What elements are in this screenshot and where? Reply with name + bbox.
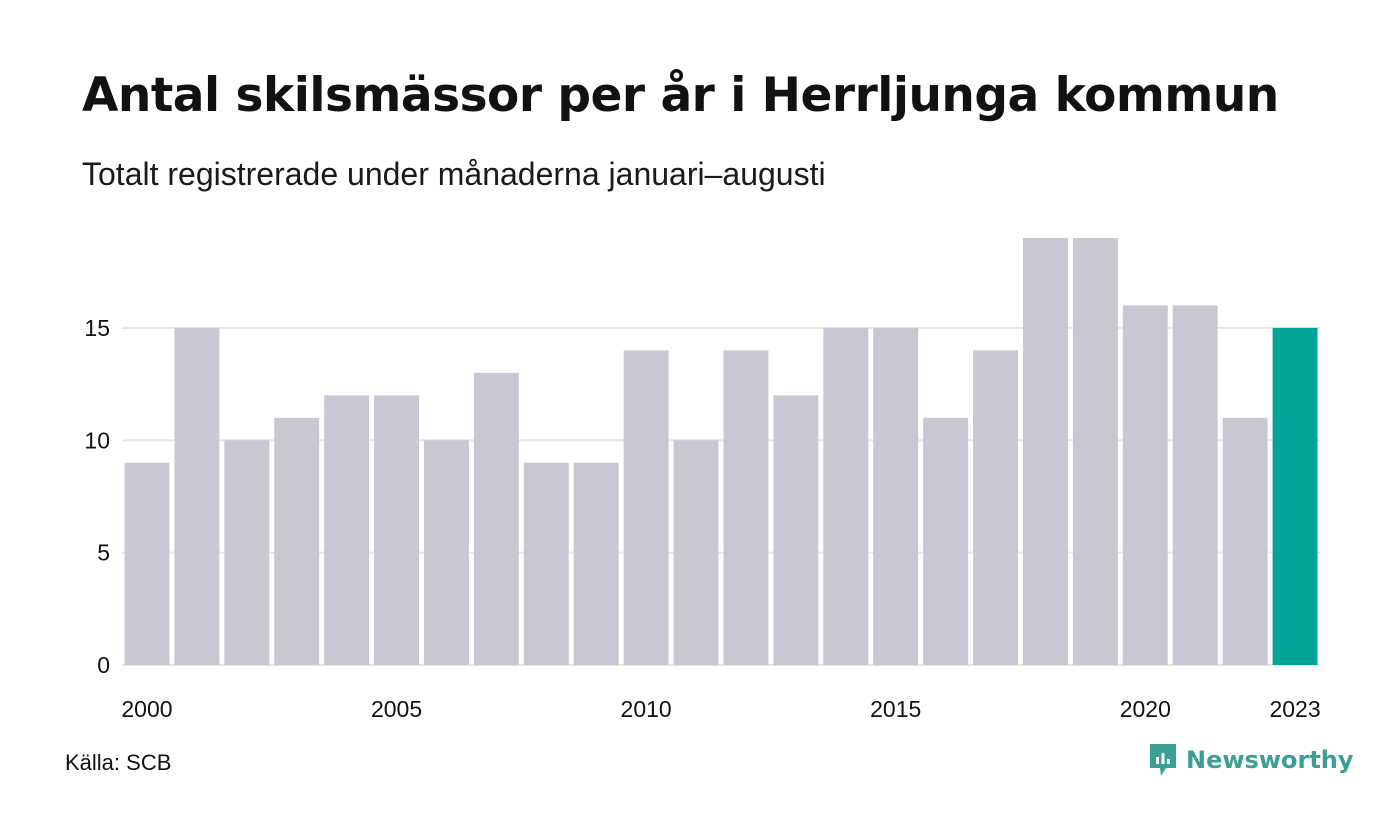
bar-2021 [1172, 305, 1218, 665]
bar-2011 [673, 440, 719, 665]
bar-2019 [1072, 238, 1118, 665]
chart-subtitle: Totalt registrerade under månaderna janu… [82, 156, 826, 192]
bar-2006 [424, 440, 469, 665]
grid-lines [122, 326, 1320, 666]
y-tick-label: 5 [97, 540, 110, 566]
chart-title: Antal skilsmässor per år i Herrljunga ko… [82, 68, 1279, 123]
bar-2000 [124, 462, 170, 665]
bar-2002 [224, 440, 270, 665]
bar-2016 [923, 417, 969, 665]
x-axis-ticks: 2000 2005 2010 2015 2020 2023 [121, 696, 1320, 722]
bar-chart: 0 5 10 15 2000 2005 2010 2015 2020 2023 [84, 238, 1321, 722]
x-tick-label: 2023 [1269, 696, 1320, 722]
bar-2013 [773, 395, 819, 665]
bar-2015 [873, 327, 919, 665]
bar-2004 [324, 395, 370, 665]
x-tick-label: 2000 [121, 696, 172, 722]
x-tick-label: 2020 [1120, 696, 1171, 722]
x-tick-label: 2010 [621, 696, 672, 722]
bars [124, 238, 1318, 665]
brand-logo: Newsworthy [1148, 742, 1354, 778]
source-label: Källa: SCB [65, 750, 172, 775]
bar-2003 [274, 417, 320, 665]
bar-2020 [1122, 305, 1168, 665]
bar-2001 [174, 327, 220, 665]
bar-2022 [1222, 417, 1268, 665]
x-tick-label: 2015 [870, 696, 921, 722]
y-axis-ticks: 0 5 10 15 [84, 315, 110, 678]
bar-2008 [523, 462, 569, 665]
newsworthy-logo-icon [1150, 744, 1176, 776]
bar-2017 [973, 350, 1018, 665]
bar-2007 [473, 372, 519, 665]
bar-2023 [1272, 327, 1318, 665]
bar-2014 [823, 327, 869, 665]
bar-2012 [723, 350, 769, 665]
bar-2009 [573, 462, 619, 665]
x-tick-label: 2005 [371, 696, 422, 722]
bar-2018 [1023, 238, 1068, 665]
y-tick-label: 0 [97, 652, 110, 678]
y-tick-label: 10 [84, 427, 110, 453]
bar-2010 [623, 350, 669, 665]
y-tick-label: 15 [84, 315, 110, 341]
bar-2005 [374, 395, 419, 665]
brand-name: Newsworthy [1186, 746, 1354, 774]
